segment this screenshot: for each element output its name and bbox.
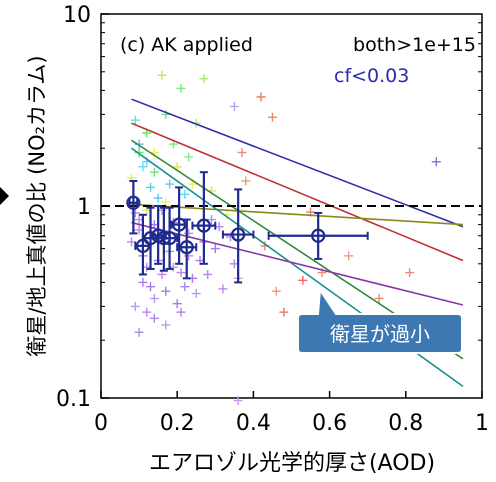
x-tick-label: 0.6: [312, 411, 347, 436]
scatter-point: [210, 244, 220, 254]
scatter-point: [130, 115, 140, 125]
fit-line: [131, 122, 464, 262]
callout-text: 衛星が過小: [330, 322, 430, 346]
scatter-point: [203, 269, 213, 279]
x-tick-label: 0.8: [388, 411, 423, 436]
scatter-point: [157, 70, 167, 80]
scatter-point: [176, 83, 186, 93]
scatter-point: [298, 275, 308, 285]
left-arrow-fragment: [0, 187, 9, 205]
scatter-point: [161, 286, 171, 296]
scatter-point: [180, 189, 190, 199]
scatter-point: [161, 197, 171, 207]
scatter-point: [146, 182, 156, 192]
scatter-point: [138, 162, 148, 172]
condition-label-2: cf<0.03: [334, 65, 409, 87]
callout: 衛星が過小: [297, 287, 463, 354]
fit-line: [131, 203, 463, 226]
axis-ticks: 0 0.2 0.4 0.6 0.8 1 0.1 1 10: [56, 3, 489, 436]
scatter-point: [165, 179, 175, 189]
x-tick-label: 0: [94, 411, 108, 436]
callout-bubble: [297, 287, 463, 354]
binned-mean: [126, 179, 141, 235]
mean-marker: [196, 218, 211, 233]
scatter-point: [229, 101, 239, 111]
scatter-point: [271, 286, 281, 296]
x-tick-label: 0.2: [160, 411, 195, 436]
scatter-point: [267, 112, 277, 122]
mean-marker: [172, 217, 187, 232]
binned-mean: [191, 171, 217, 265]
mean-marker: [311, 228, 326, 243]
scatter-point: [405, 268, 415, 278]
scatter-point: [279, 307, 289, 317]
scatter-point: [176, 307, 186, 317]
panel-label: (c) AK applied: [120, 34, 253, 56]
scatter-point: [199, 74, 209, 84]
x-axis-label: エアロゾル光学的厚さ(AOD): [149, 451, 435, 476]
scatter-point: [206, 215, 216, 225]
mean-marker: [162, 231, 177, 246]
scatter-point: [374, 293, 384, 303]
scatter-point: [149, 167, 159, 177]
y-tick-label: 10: [63, 3, 91, 28]
scatter-point: [241, 176, 251, 186]
scatter-point: [172, 299, 182, 309]
binned-mean: [267, 211, 369, 260]
binned-mean: [160, 206, 179, 270]
binned-means: [126, 171, 369, 284]
scatter-point: [149, 313, 159, 323]
scatter-point: [153, 193, 163, 203]
mean-marker: [179, 240, 194, 255]
x-tick-label: 1: [475, 411, 489, 436]
binned-mean: [221, 188, 255, 284]
scatter-point: [134, 327, 144, 337]
scatter-point: [184, 152, 194, 162]
scatter-point: [237, 147, 247, 157]
scatter-point: [344, 251, 354, 261]
mean-marker: [126, 195, 141, 210]
scatter-point: [191, 289, 201, 299]
y-tick-label: 0.1: [56, 387, 91, 412]
fit-line: [131, 98, 464, 228]
scatter-point: [180, 282, 190, 292]
scatter-point: [146, 282, 156, 292]
scatter-point: [149, 293, 159, 303]
scatter-point: [138, 277, 148, 287]
scatter-point: [142, 307, 152, 317]
scatter-point: [431, 157, 441, 167]
scatter-point: [256, 92, 266, 102]
binned-mean: [134, 213, 152, 276]
scatter-point: [130, 301, 140, 311]
mean-marker: [231, 227, 246, 242]
y-tick-label: 1: [77, 195, 91, 220]
scatter-point: [176, 268, 186, 278]
binned-mean: [170, 186, 188, 265]
y-axis-label: 衛星/地上真値の比 (NO₂カラム): [25, 55, 49, 356]
condition-label-1: both>1e+15: [353, 34, 476, 56]
scatter-point: [218, 284, 228, 294]
scatter-point: [161, 320, 171, 330]
binned-mean: [176, 218, 198, 280]
x-tick-label: 0.4: [236, 411, 271, 436]
scatter-point: [233, 396, 243, 406]
